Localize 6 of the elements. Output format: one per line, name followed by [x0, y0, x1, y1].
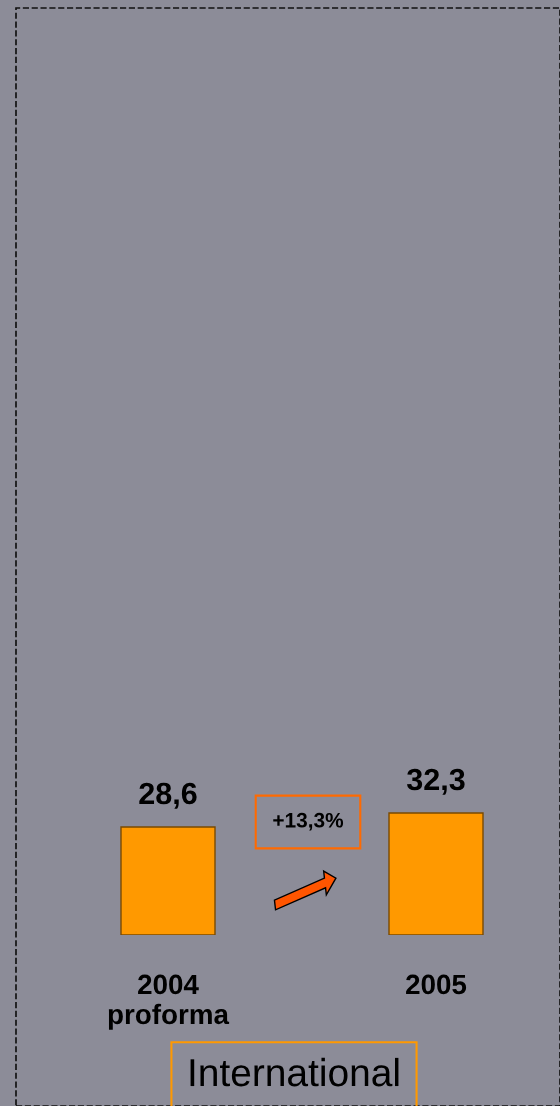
data-label: 28,6 — [139, 782, 197, 809]
x-tick-label: 2004 proforma — [108, 974, 230, 1030]
data-label: 32,3 — [406, 768, 465, 795]
annotation: +13,3% — [273, 812, 344, 831]
text: International — [190, 1057, 399, 1087]
x-tick-label: 2005 — [406, 974, 467, 995]
